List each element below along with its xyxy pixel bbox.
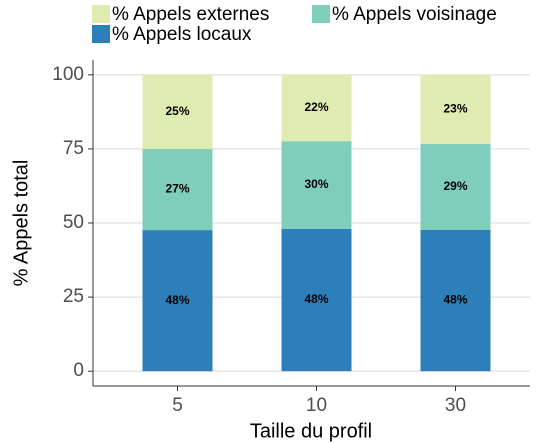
legend-label: % Appels externes (112, 4, 269, 25)
data-label: 27% (165, 182, 189, 196)
bar-segment (420, 143, 491, 230)
legend-swatch (92, 25, 110, 43)
bar-segment (420, 74, 491, 144)
x-tick-label: 30 (445, 395, 466, 416)
data-label: 23% (443, 102, 467, 116)
y-tick-label: 75 (63, 138, 84, 159)
data-label: 25% (165, 104, 189, 118)
y-tick-label: 0 (73, 360, 84, 381)
bar-segment (281, 74, 352, 142)
legend-swatch (92, 5, 110, 23)
y-tick-label: 25 (63, 286, 84, 307)
legend-label: % Appels voisinage (332, 4, 497, 25)
legend-swatch (312, 5, 330, 23)
bar-segment (142, 230, 213, 372)
bar-segment (142, 148, 213, 231)
bar-segment (142, 74, 213, 149)
y-axis-title: % Appels total (10, 160, 32, 287)
y-tick-label: 50 (63, 212, 84, 233)
bar-segment (281, 228, 352, 372)
x-axis-title: Taille du profil (250, 420, 372, 442)
bar-segment (420, 229, 491, 372)
legend-label: % Appels locaux (112, 24, 252, 45)
data-label: 48% (443, 293, 467, 307)
x-tick-label: 5 (172, 395, 183, 416)
data-label: 22% (304, 100, 328, 114)
data-label: 48% (165, 293, 189, 307)
bar-segment (281, 141, 352, 229)
x-tick-label: 10 (306, 395, 327, 416)
data-label: 29% (443, 179, 467, 193)
y-tick-label: 100 (52, 64, 84, 85)
data-label: 30% (304, 177, 328, 191)
data-label: 48% (304, 292, 328, 306)
